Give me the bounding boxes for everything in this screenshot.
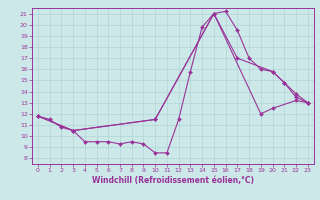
X-axis label: Windchill (Refroidissement éolien,°C): Windchill (Refroidissement éolien,°C) bbox=[92, 176, 254, 185]
